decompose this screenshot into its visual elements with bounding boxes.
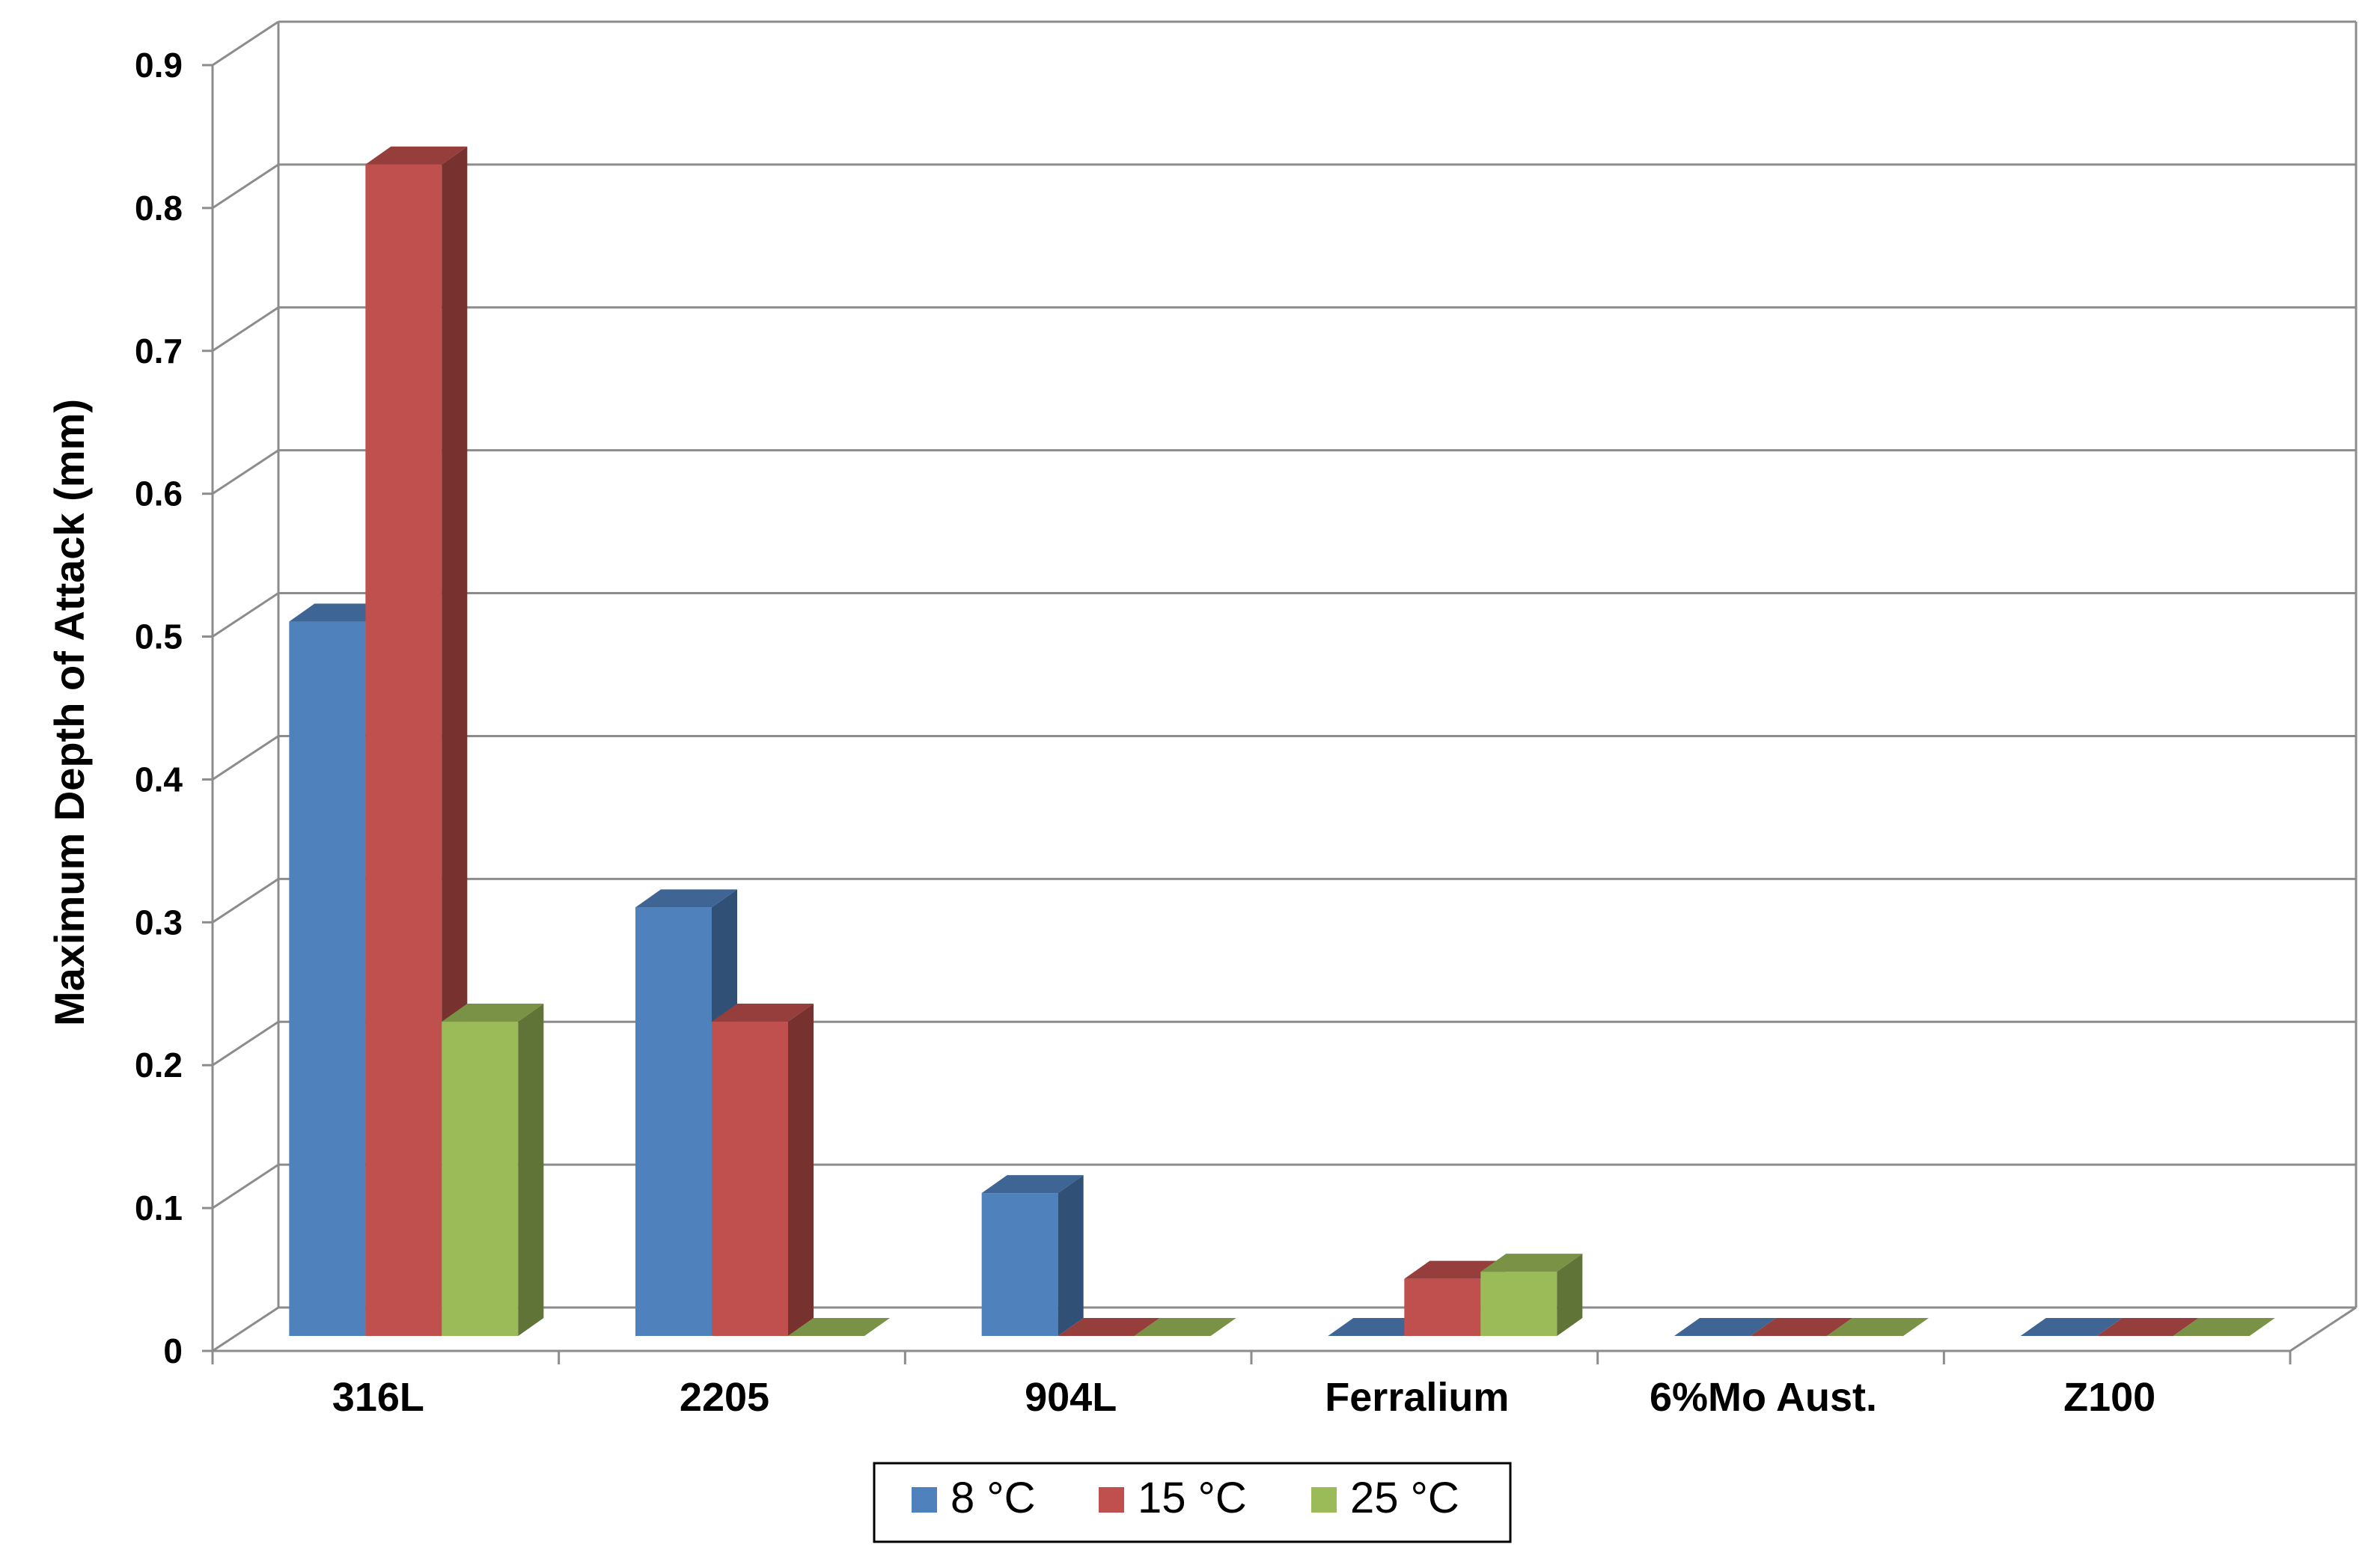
side-gridline (213, 165, 278, 208)
bar-side (518, 1004, 543, 1336)
x-tick-label: 316L (332, 1375, 424, 1420)
side-gridline (213, 451, 278, 494)
x-tick-label: 2205 (680, 1375, 769, 1420)
bar-front (442, 1022, 518, 1336)
bar (712, 1004, 814, 1336)
y-tick-label: 0.9 (135, 46, 183, 85)
bar (982, 1175, 1084, 1336)
side-gridline (213, 22, 278, 65)
side-gridline (213, 1308, 278, 1351)
bar-front (1404, 1279, 1480, 1336)
y-tick-label: 0.2 (135, 1046, 183, 1084)
legend-swatch (912, 1487, 937, 1513)
floor-right-edge (2290, 1308, 2356, 1351)
bar-front (982, 1193, 1058, 1336)
legend-label: 15 °C (1138, 1474, 1247, 1522)
x-tick-label: 6%Mo Aust. (1650, 1375, 1877, 1420)
y-tick-label: 0.4 (135, 760, 183, 799)
legend: 8 °C 15 °C 25 °C (874, 1463, 1510, 1542)
y-tick-label: 0.1 (135, 1189, 183, 1227)
legend-swatch (1311, 1487, 1337, 1513)
x-tick-label: 904L (1025, 1375, 1117, 1420)
y-tick-label: 0.8 (135, 189, 183, 228)
x-tick-label: Ferralium (1325, 1375, 1509, 1420)
side-gridline (213, 594, 278, 637)
y-tick-label: 0.3 (135, 903, 183, 942)
y-tick-label: 0 (163, 1331, 183, 1370)
bar-front (289, 622, 365, 1336)
x-tick-label: Z100 (2063, 1375, 2155, 1420)
y-tick-label: 0.6 (135, 475, 183, 513)
side-gridline (213, 308, 278, 351)
legend-label: 8 °C (951, 1474, 1035, 1522)
side-gridline (213, 879, 278, 922)
side-gridline (213, 1022, 278, 1065)
bar-side (788, 1004, 814, 1336)
bar-front (712, 1022, 788, 1336)
bars-layer (289, 147, 2274, 1336)
legend-swatch (1099, 1487, 1124, 1513)
legend-label: 25 °C (1350, 1474, 1459, 1522)
y-tick-label: 0.5 (135, 617, 183, 656)
side-gridline (213, 1165, 278, 1208)
bar (442, 1004, 543, 1336)
bar (1480, 1254, 1582, 1336)
bar-front (635, 907, 712, 1336)
side-gridline (213, 736, 278, 779)
y-axis-title: Maximum Depth of Attack (mm) (46, 399, 93, 1026)
bar-side (1058, 1175, 1084, 1336)
bar-front (365, 165, 442, 1336)
bar-front (1480, 1272, 1557, 1336)
y-tick-label: 0.7 (135, 332, 183, 370)
